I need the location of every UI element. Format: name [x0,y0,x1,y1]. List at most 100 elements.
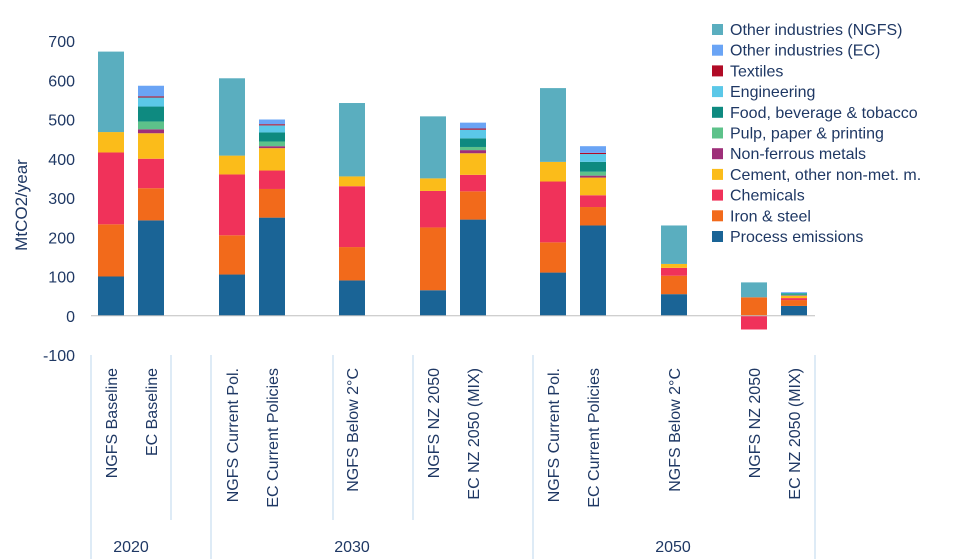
x-category-label: EC NZ 2050 (MIX) [466,368,483,500]
bar-segment [138,106,164,122]
x-axis: NGFS Baseline EC Baseline NGFS Current Pol… [90,355,816,559]
bar-segment [259,124,285,126]
bar-segment [219,155,245,175]
bar-segment [339,186,365,248]
bar-segment [781,292,807,293]
legend-item: Food, beverage & tobacco [712,105,918,122]
legend-label: Other industries (EC) [730,43,880,60]
legend-label: Engineering [730,84,815,101]
legend-item: Pulp, paper & printing [712,126,884,143]
bar-segment [339,176,365,187]
legend: Other industries (NGFS) Other industries … [712,22,921,246]
bar-segment [339,247,365,281]
bar-segment [138,85,164,97]
legend-swatch [712,148,723,160]
y-tick-label: 100 [48,270,75,287]
bar-segment [420,190,446,228]
bar-segment [661,294,687,316]
bar-segment [138,158,164,189]
x-category-label: EC Current Policies [586,368,603,508]
bar-segment [580,225,606,316]
bar-segment [460,128,486,130]
bar-segment [741,297,767,316]
bar-segment [98,51,124,133]
bar-segment [138,121,164,130]
bar-segment [460,191,486,220]
bar-segment [580,161,606,172]
bar-segment [98,152,124,225]
legend-label: Pulp, paper & printing [730,126,884,143]
x-group-label: 2030 [334,539,370,556]
legend-item: Process emissions [712,229,863,246]
legend-swatch [712,127,723,139]
x-category-label: EC Baseline [144,368,161,456]
bar-segment [259,132,285,142]
legend-item: Non-ferrous metals [712,146,866,163]
bar-segment [781,300,807,306]
bar-segment [781,293,807,295]
legend-swatch [712,189,723,201]
legend-swatch [712,231,723,242]
bar-segment [741,315,767,330]
bar-segment [219,174,245,236]
bar-segment [580,177,606,196]
bar-segment [460,174,486,192]
legend-label: Non-ferrous metals [730,146,866,163]
bar-segment [219,274,245,316]
bar-segment [580,152,606,155]
legend-swatch [712,65,723,77]
bar-segment [781,292,807,294]
bar-segment [259,170,285,189]
bar-segment [98,132,124,153]
bar-segment [781,295,807,299]
bar-segment [460,129,486,139]
bar-segment [540,88,566,162]
bar-segment [460,153,486,175]
bar-segment [219,78,245,156]
bar-segment [138,188,164,221]
x-category-label: NGFS NZ 2050 [747,368,764,478]
legend-label: Cement, other non-met. m. [730,167,921,184]
bar-segment [259,148,285,171]
bar-segment [580,154,606,162]
bar-segment [781,305,807,316]
y-tick-label: 600 [48,73,75,90]
legend-item: Cement, other non-met. m. [712,167,921,184]
legend-item: Chemicals [712,188,805,205]
legend-item: Engineering [712,84,815,101]
bar-segment [138,129,164,134]
y-tick-label: 500 [48,113,75,130]
bar-segment [580,207,606,226]
bar-segment [580,175,606,178]
legend-item: Textiles [712,63,783,80]
legend-swatch [712,168,723,180]
legend-swatch [712,210,723,222]
bar-segment [540,181,566,243]
x-category-label: EC NZ 2050 (MIX) [787,368,804,500]
bar-segment [138,96,164,98]
bar-segment [540,272,566,316]
bar-segment [259,188,285,218]
y-tick-label: -100 [43,348,75,365]
bar-segment [580,195,606,208]
bar-segment [661,225,687,264]
legend-item: Other industries (EC) [712,43,880,60]
bar-segment [781,298,807,301]
x-category-label: EC Current Policies [265,368,282,508]
legend-label: Process emissions [730,229,863,246]
bar-segment [460,219,486,316]
bar-segment [580,171,606,176]
bar-segment [339,280,365,316]
legend-swatch [712,106,723,118]
legend-swatch [712,44,723,56]
bar-segment [781,294,807,296]
legend-label: Textiles [730,63,783,80]
y-axis-label: MtCO2/year [12,159,31,251]
bar-segment [580,146,606,153]
bar-segment [661,263,687,268]
bar-segment [138,220,164,316]
bar-segment [420,290,446,316]
x-category-label: NGFS Current Pol. [546,368,563,502]
x-group-label: 2050 [655,539,691,556]
